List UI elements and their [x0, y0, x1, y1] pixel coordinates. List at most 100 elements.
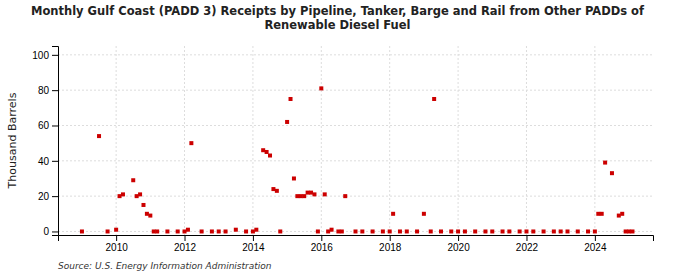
x-tick: 2020 [447, 235, 470, 253]
x-tick-label: 2022 [516, 242, 539, 253]
point [186, 228, 190, 232]
y-tick-mark [52, 125, 58, 126]
y-tick: 80 [38, 85, 58, 96]
point [422, 212, 426, 216]
point [80, 229, 84, 233]
y-tick: 60 [38, 120, 58, 131]
point [552, 229, 556, 233]
grid-line-x [116, 46, 117, 235]
point [463, 229, 467, 233]
grid-line-x [252, 46, 253, 235]
y-tick-label: 20 [38, 191, 50, 202]
point [135, 194, 139, 198]
annotation: Source: U.S. Energy Information Administ… [58, 261, 272, 271]
point [391, 212, 395, 216]
point [319, 86, 323, 90]
x-tick-label: 2010 [106, 242, 129, 253]
x-tick: 2018 [379, 235, 402, 253]
point [507, 229, 511, 233]
x-tick-mark [595, 235, 596, 241]
y-tick-mark [52, 196, 58, 197]
point [271, 187, 275, 191]
point [360, 229, 364, 233]
point [224, 229, 228, 233]
x-tick-label: 2018 [379, 242, 402, 253]
point [275, 189, 279, 193]
grid [58, 46, 653, 235]
point [265, 150, 269, 154]
x-tick-mark [526, 235, 527, 241]
point [148, 214, 152, 218]
point [336, 229, 340, 233]
grid-line-x [594, 46, 595, 235]
grid-line-y [58, 196, 653, 197]
y-tick-mark [52, 55, 58, 56]
x-axis-line [59, 236, 654, 242]
point [234, 228, 238, 232]
y-tick-mark [52, 90, 58, 91]
y-tick-label: 80 [38, 85, 50, 96]
title-line: Monthly Gulf Coast (PADD 3) Receipts by … [31, 4, 645, 18]
grid-line-y [58, 90, 653, 91]
point [490, 229, 494, 233]
grid-line-x [389, 46, 390, 235]
point [268, 154, 272, 158]
point [531, 229, 535, 233]
point [415, 229, 419, 233]
point [251, 229, 255, 233]
point [141, 203, 145, 207]
point [405, 229, 409, 233]
point [354, 229, 358, 233]
point [295, 194, 299, 198]
point [456, 229, 460, 233]
x-tick-label: 2016 [311, 242, 334, 253]
y-axis-title: Thousand Barrels [6, 92, 19, 189]
grid-line-y [58, 125, 653, 126]
y-tick: 100 [32, 50, 58, 61]
x-tick-mark [185, 235, 186, 241]
x-tick-label: 2014 [242, 242, 265, 253]
y-tick: 20 [38, 191, 58, 202]
point [254, 228, 258, 232]
point [524, 229, 528, 233]
point [118, 194, 122, 198]
point [306, 191, 310, 195]
y-tick-label: 40 [38, 156, 50, 167]
y-tick-mark [52, 231, 58, 232]
grid-line-x [526, 46, 527, 235]
x-axis: 20102012201420162018202020222024 [59, 235, 654, 253]
point [576, 229, 580, 233]
y-axis-line [52, 47, 59, 236]
y-tick-mark [52, 161, 58, 162]
point [155, 229, 159, 233]
point [145, 212, 149, 216]
grid-line-x [184, 46, 185, 235]
point [630, 229, 634, 233]
point [114, 228, 118, 232]
y-tick: 0 [43, 226, 58, 237]
point [97, 134, 101, 138]
point [106, 229, 110, 233]
point [398, 229, 402, 233]
point [165, 229, 169, 233]
point [371, 229, 375, 233]
x-tick: 2016 [311, 235, 334, 253]
y-tick-label: 60 [38, 120, 50, 131]
point [388, 229, 392, 233]
point [278, 229, 282, 233]
point [343, 194, 347, 198]
point [542, 229, 546, 233]
point [138, 192, 142, 196]
point [189, 141, 193, 145]
point [449, 229, 453, 233]
x-tick-mark [116, 235, 117, 241]
grid-line-x [458, 46, 459, 235]
title-line: Renewable Diesel Fuel [264, 18, 410, 32]
y-tick: 40 [38, 156, 58, 167]
point [312, 192, 316, 196]
point [309, 191, 313, 195]
x-tick-mark [321, 235, 322, 241]
x-tick: 2022 [516, 235, 539, 253]
point [593, 229, 597, 233]
point [217, 229, 221, 233]
